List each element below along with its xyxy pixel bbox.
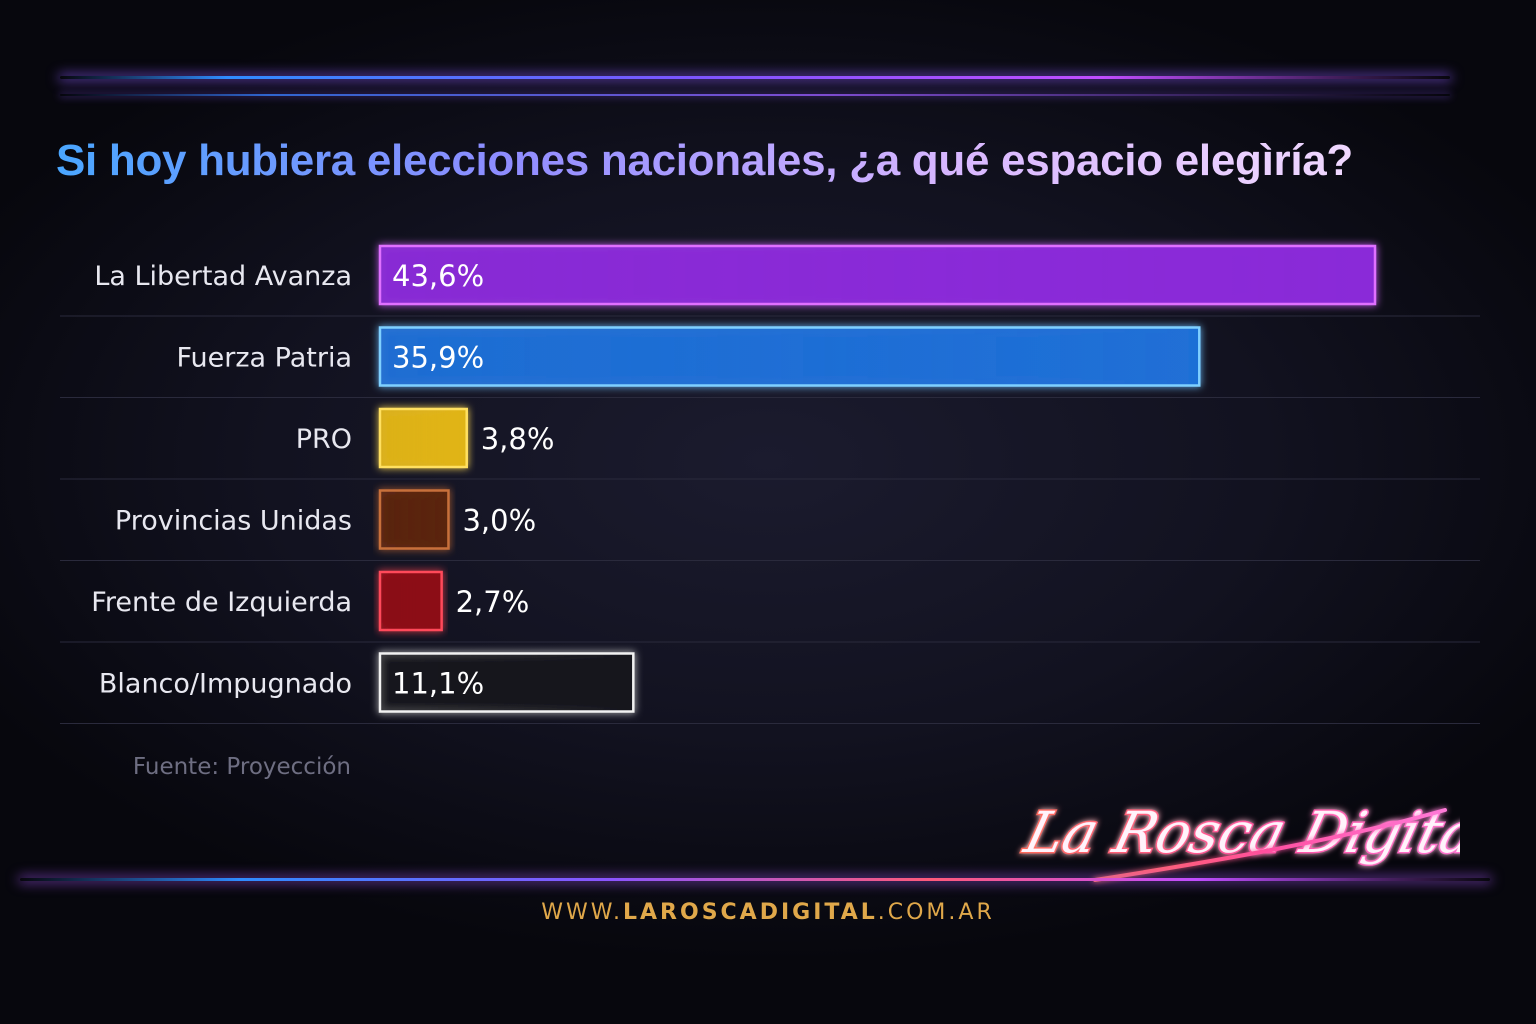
category-label-pro: PRO [296, 424, 352, 455]
source-note: Fuente: Proyección [132, 754, 351, 780]
url-domain: LAROSCADIGITAL [623, 900, 878, 925]
category-label-fuerza-patria: Fuerza Patria [176, 343, 352, 374]
bar-pro [378, 407, 468, 469]
category-label-frente-de-izquierda: Frente de Izquierda [91, 587, 352, 618]
bar-frente-de-izquierda [378, 570, 443, 632]
neon-line-top-secondary [60, 94, 1450, 96]
website-url: WWW.LAROSCADIGITAL.COM.AR [0, 900, 1536, 925]
value-label-la-libertad-avanza: 43,6% [392, 259, 484, 293]
bar-la-libertad-avanza [378, 244, 1377, 306]
category-label-provincias-unidas: Provincias Unidas [115, 506, 352, 537]
neon-line-bottom [20, 878, 1490, 881]
category-label-la-libertad-avanza: La Libertad Avanza [94, 261, 352, 292]
value-label-provincias-unidas: 3,0% [462, 504, 536, 538]
url-suffix: .COM.AR [877, 900, 995, 925]
value-label-blanco-impugnado: 11,1% [392, 667, 484, 701]
chart-title: Si hoy hubiera elecciones nacionales, ¿a… [56, 136, 1353, 185]
value-label-pro: 3,8% [481, 422, 555, 456]
logo-text: La Rosca Digital [1018, 801, 1460, 866]
neon-line-top [60, 76, 1450, 79]
logo-swoosh [1093, 808, 1447, 882]
category-label-blanco-impugnado: Blanco/Impugnado [99, 669, 352, 700]
value-label-fuerza-patria: 35,9% [392, 341, 484, 375]
brand-logo: La Rosca Digital [1016, 799, 1460, 882]
bar-fuerza-patria [378, 326, 1201, 387]
bar-blanco-impugnado [378, 652, 635, 713]
url-prefix: WWW. [541, 900, 623, 925]
bar-provincias-unidas [378, 489, 450, 550]
value-label-frente-de-izquierda: 2,7% [456, 585, 530, 619]
